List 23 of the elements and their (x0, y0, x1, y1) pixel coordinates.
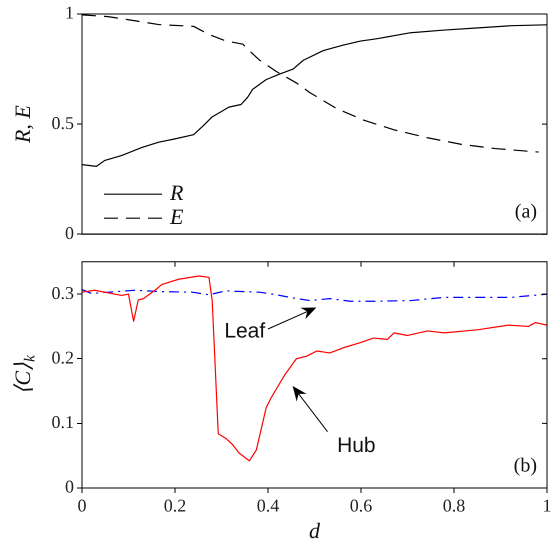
y-axis-title: ⟨C⟩k (10, 354, 39, 395)
x-tick-label: 0 (78, 496, 86, 516)
annotation: (a) (514, 200, 537, 222)
annotation: Hub (337, 434, 376, 457)
y-tick-label: 0.2 (52, 347, 74, 368)
annotation: (b) (514, 454, 537, 476)
x-tick-label: 0.2 (164, 496, 186, 516)
y-tick-label: 0.3 (52, 282, 74, 303)
y-axis-title: R, E (10, 104, 35, 144)
y-tick-label: 0.5 (52, 112, 74, 133)
x-axis-title: d (309, 518, 321, 543)
x-tick-label: 1 (542, 496, 551, 516)
annotation: Leaf (224, 319, 266, 342)
y-tick-label: 0.1 (52, 412, 74, 432)
y-tick-label: 0 (65, 476, 74, 497)
x-tick-label: 0.4 (256, 496, 280, 516)
legend-label: R (169, 180, 184, 205)
x-tick-label: 0.8 (442, 496, 466, 516)
y-tick-label: 0 (65, 222, 74, 243)
y-tick-label: 1 (65, 2, 74, 23)
x-tick-label: 0.6 (350, 496, 372, 516)
line-series (82, 288, 547, 302)
legend-label: E (169, 204, 184, 229)
